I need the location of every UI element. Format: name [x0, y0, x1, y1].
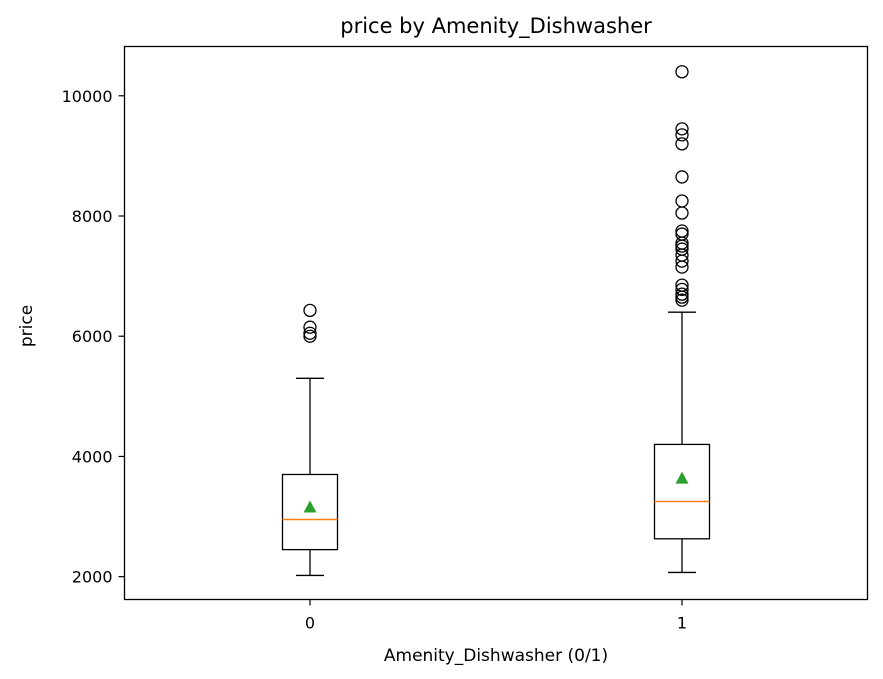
- y-tick-label-6000: 6000: [72, 327, 113, 346]
- outlier-1-19: [675, 65, 689, 79]
- y-tick-label-8000: 8000: [72, 207, 113, 226]
- outlier-1-18: [675, 122, 689, 136]
- outlier-0-3: [303, 303, 317, 318]
- x-tick-label-1: 1: [677, 614, 687, 633]
- outlier-1-11: [675, 227, 689, 241]
- box-1: [653, 443, 711, 540]
- box-0: [281, 473, 339, 551]
- outlier-1-15: [675, 170, 689, 184]
- y-tick-label-10000: 10000: [62, 87, 113, 106]
- x-axis-label: Amenity_Dishwasher (0/1): [384, 646, 608, 666]
- outlier-0-0: [303, 329, 317, 343]
- y-tick-label-4000: 4000: [72, 447, 113, 466]
- outlier-1-0: [675, 293, 689, 307]
- outlier-0-2: [303, 320, 317, 334]
- plot-area: 2000 4000 6000 8000 10000 0 1: [62, 65, 711, 633]
- outlier-0-1: [303, 326, 317, 340]
- outlier-1-4: [675, 278, 689, 292]
- chart-title: price by Amenity_Dishwasher: [340, 14, 652, 39]
- mean-marker-1: [675, 471, 689, 484]
- y-tick-label-2000: 2000: [72, 568, 113, 587]
- outlier-1-2: [675, 287, 689, 301]
- plot-frame: [123, 45, 869, 601]
- outlier-1-16: [675, 137, 689, 151]
- mean-marker-0: [303, 500, 317, 513]
- outlier-1-3: [675, 282, 689, 296]
- outlier-1-14: [675, 194, 689, 208]
- outlier-1-17: [675, 128, 689, 142]
- y-axis-label: price: [17, 305, 37, 347]
- outlier-1-8: [675, 242, 689, 256]
- outlier-1-12: [675, 224, 689, 238]
- x-tick-label-0: 0: [305, 614, 315, 633]
